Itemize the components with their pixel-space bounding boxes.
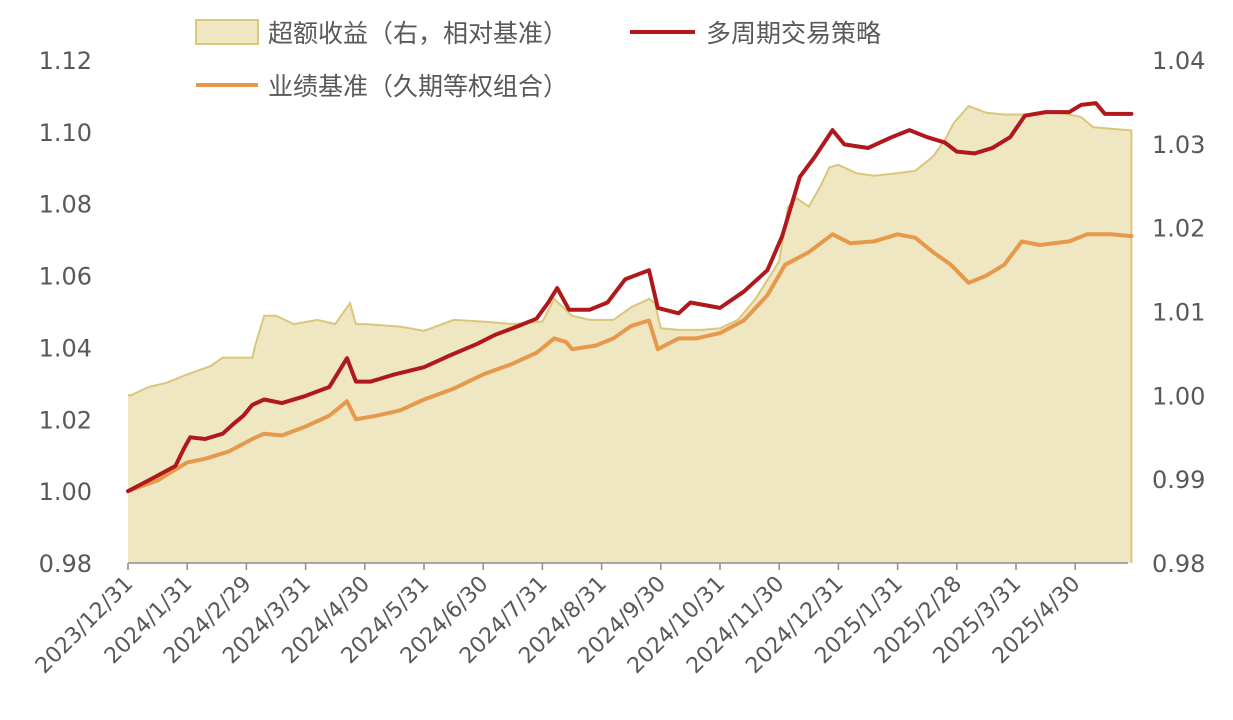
benchmark-line bbox=[126, 232, 1134, 494]
legend-label-strategy: 多周期交易策略 bbox=[706, 19, 881, 48]
left-y-tick-label: 1.10 bbox=[39, 119, 92, 147]
left-y-tick-label: 0.98 bbox=[39, 550, 92, 578]
excess-return-outline bbox=[128, 104, 1133, 563]
left-y-tick-label: 1.04 bbox=[39, 334, 92, 362]
strategy-line bbox=[126, 101, 1134, 494]
legend: 超额收益（右，相对基准） 多周期交易策略 业绩基准（久期等权组合） bbox=[195, 19, 881, 101]
legend-swatch-excess-return bbox=[195, 19, 259, 45]
legend-label-excess-return: 超额收益（右，相对基准） bbox=[268, 19, 568, 48]
legend-label-benchmark: 业绩基准（久期等权组合） bbox=[268, 72, 568, 101]
excess-return-area bbox=[128, 106, 1132, 563]
left-y-tick-label: 1.12 bbox=[39, 47, 92, 75]
left-y-tick-label: 1.00 bbox=[39, 478, 92, 506]
left-y-tick-label: 1.02 bbox=[39, 406, 92, 434]
right-y-tick-label: 1.02 bbox=[1152, 215, 1205, 243]
right-y-tick-label: 1.01 bbox=[1152, 299, 1205, 327]
right-y-tick-label: 0.99 bbox=[1152, 466, 1205, 494]
excess-return-area-layer bbox=[128, 104, 1133, 563]
series-lines-layer bbox=[126, 101, 1134, 494]
left-y-tick-label: 1.06 bbox=[39, 263, 92, 291]
right-y-tick-label: 1.00 bbox=[1152, 382, 1205, 410]
right-y-tick-label: 1.04 bbox=[1152, 47, 1205, 75]
left-y-tick-label: 1.08 bbox=[39, 191, 92, 219]
right-y-tick-label: 0.98 bbox=[1152, 550, 1205, 578]
right-y-tick-label: 1.03 bbox=[1152, 131, 1205, 159]
